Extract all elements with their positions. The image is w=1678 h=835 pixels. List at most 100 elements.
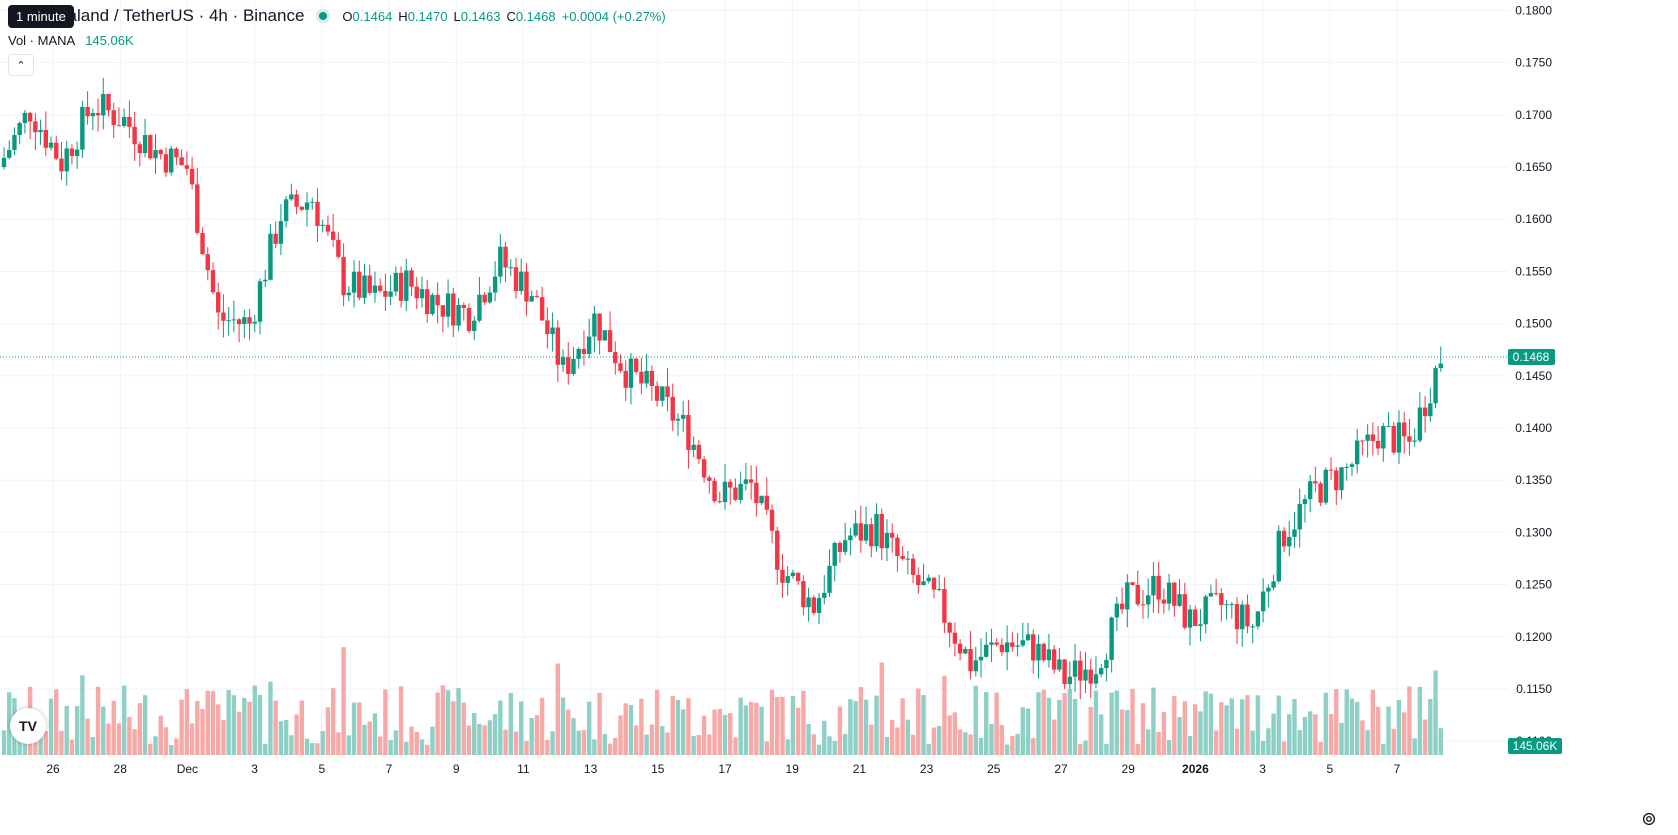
volume-bar	[1422, 719, 1428, 755]
volume-bar	[221, 720, 226, 755]
volume-bar	[607, 743, 613, 755]
volume-bar	[294, 714, 299, 755]
low-label: L	[453, 8, 461, 24]
candle-body	[879, 513, 884, 549]
candle-body	[1104, 659, 1109, 669]
volume-bar	[424, 744, 430, 755]
volume-bar	[916, 688, 921, 755]
candle-body	[921, 581, 926, 586]
candle-body	[1381, 426, 1386, 449]
candle-body	[1098, 668, 1104, 675]
volume-bar	[142, 695, 148, 755]
volume-bar	[168, 744, 174, 755]
volume-bar	[822, 720, 827, 755]
candle-body	[728, 481, 733, 488]
candle-body	[1318, 483, 1323, 503]
volume-bar	[1339, 722, 1344, 755]
volume-bar	[1349, 698, 1355, 755]
market-status-icon[interactable]	[316, 9, 331, 23]
volume-bar	[247, 701, 252, 755]
candle-body	[539, 297, 545, 321]
volume-bar	[1151, 687, 1156, 755]
price-tick-label: 0.1150	[1516, 682, 1552, 696]
volume-bar	[127, 716, 132, 755]
candle-body	[1334, 470, 1339, 491]
candle-body	[1109, 617, 1114, 660]
candle-body	[236, 319, 242, 325]
time-tick-label: 13	[584, 762, 598, 776]
candle-body	[1219, 593, 1224, 606]
candle-body	[456, 304, 461, 326]
tradingview-logo-icon[interactable]: TV	[10, 708, 46, 744]
volume-bar	[1119, 709, 1125, 755]
volume-bar	[1109, 692, 1114, 755]
volume-bar	[775, 696, 780, 755]
volume-bar	[900, 698, 905, 755]
candle-body	[1093, 674, 1099, 684]
candle-body	[1328, 469, 1334, 471]
volume-bar	[790, 696, 796, 755]
candle-body	[482, 294, 487, 303]
candle-body	[445, 293, 451, 317]
volume-bar	[315, 743, 320, 755]
candle-body	[994, 642, 999, 645]
volume-bar	[889, 719, 895, 755]
candle-body	[701, 459, 707, 478]
candle-body	[1360, 440, 1365, 442]
volume-bar	[1187, 735, 1193, 755]
volume-bar	[409, 726, 414, 755]
volume-bar	[613, 737, 618, 755]
candle-body	[592, 313, 597, 337]
volume-bar	[195, 700, 200, 755]
volume-bar	[257, 694, 263, 755]
volume-bar	[1078, 744, 1083, 755]
volume-bar	[623, 703, 628, 755]
volume-bar	[1417, 686, 1423, 755]
volume-bar	[1318, 741, 1323, 755]
volume-bar	[508, 693, 513, 755]
candle-body	[101, 94, 106, 116]
candle-body	[513, 267, 519, 292]
volume-bar	[994, 692, 999, 755]
candle-body	[1240, 604, 1245, 630]
candle-body	[576, 348, 581, 359]
candle-body	[383, 290, 388, 297]
volume-bar	[696, 735, 702, 755]
volume-bar	[1370, 689, 1376, 755]
candle-body	[1198, 624, 1203, 627]
volume-bar	[576, 730, 581, 755]
candle-body	[1020, 640, 1026, 646]
candle-body	[299, 206, 305, 210]
volume-bar	[759, 706, 764, 755]
volume-bar	[1292, 699, 1297, 755]
volume-bar	[1125, 710, 1130, 755]
candle-body	[404, 270, 409, 301]
volume-bar	[472, 713, 477, 755]
volume-bar	[675, 699, 681, 755]
candle-body	[1281, 530, 1287, 547]
volume-bar	[341, 647, 346, 755]
volume-bar	[310, 743, 315, 755]
volume-bar	[832, 740, 837, 755]
candle-body	[780, 569, 785, 583]
candle-body	[90, 113, 96, 117]
candle-body	[529, 296, 534, 302]
volume-bar	[1391, 728, 1396, 755]
volume-bar	[529, 717, 534, 755]
volume-legend: Vol · MANA 145.06K	[8, 33, 134, 48]
gear-icon[interactable]	[1640, 810, 1658, 828]
candle-body	[555, 327, 561, 365]
volume-bar	[1219, 702, 1224, 755]
candle-body	[38, 129, 43, 133]
volume-bar	[581, 730, 587, 755]
volume-bar	[639, 698, 644, 755]
collapse-legend-button[interactable]: ⌃	[8, 54, 34, 76]
volume-bar	[1229, 698, 1234, 755]
candle-body	[310, 201, 315, 203]
candle-body	[121, 116, 127, 126]
candle-body	[153, 150, 158, 159]
volume-bar	[1015, 733, 1020, 755]
candle-body	[1313, 481, 1318, 484]
symbol-title[interactable]: Decentraland / TetherUS · 4h · Binance	[8, 6, 305, 25]
